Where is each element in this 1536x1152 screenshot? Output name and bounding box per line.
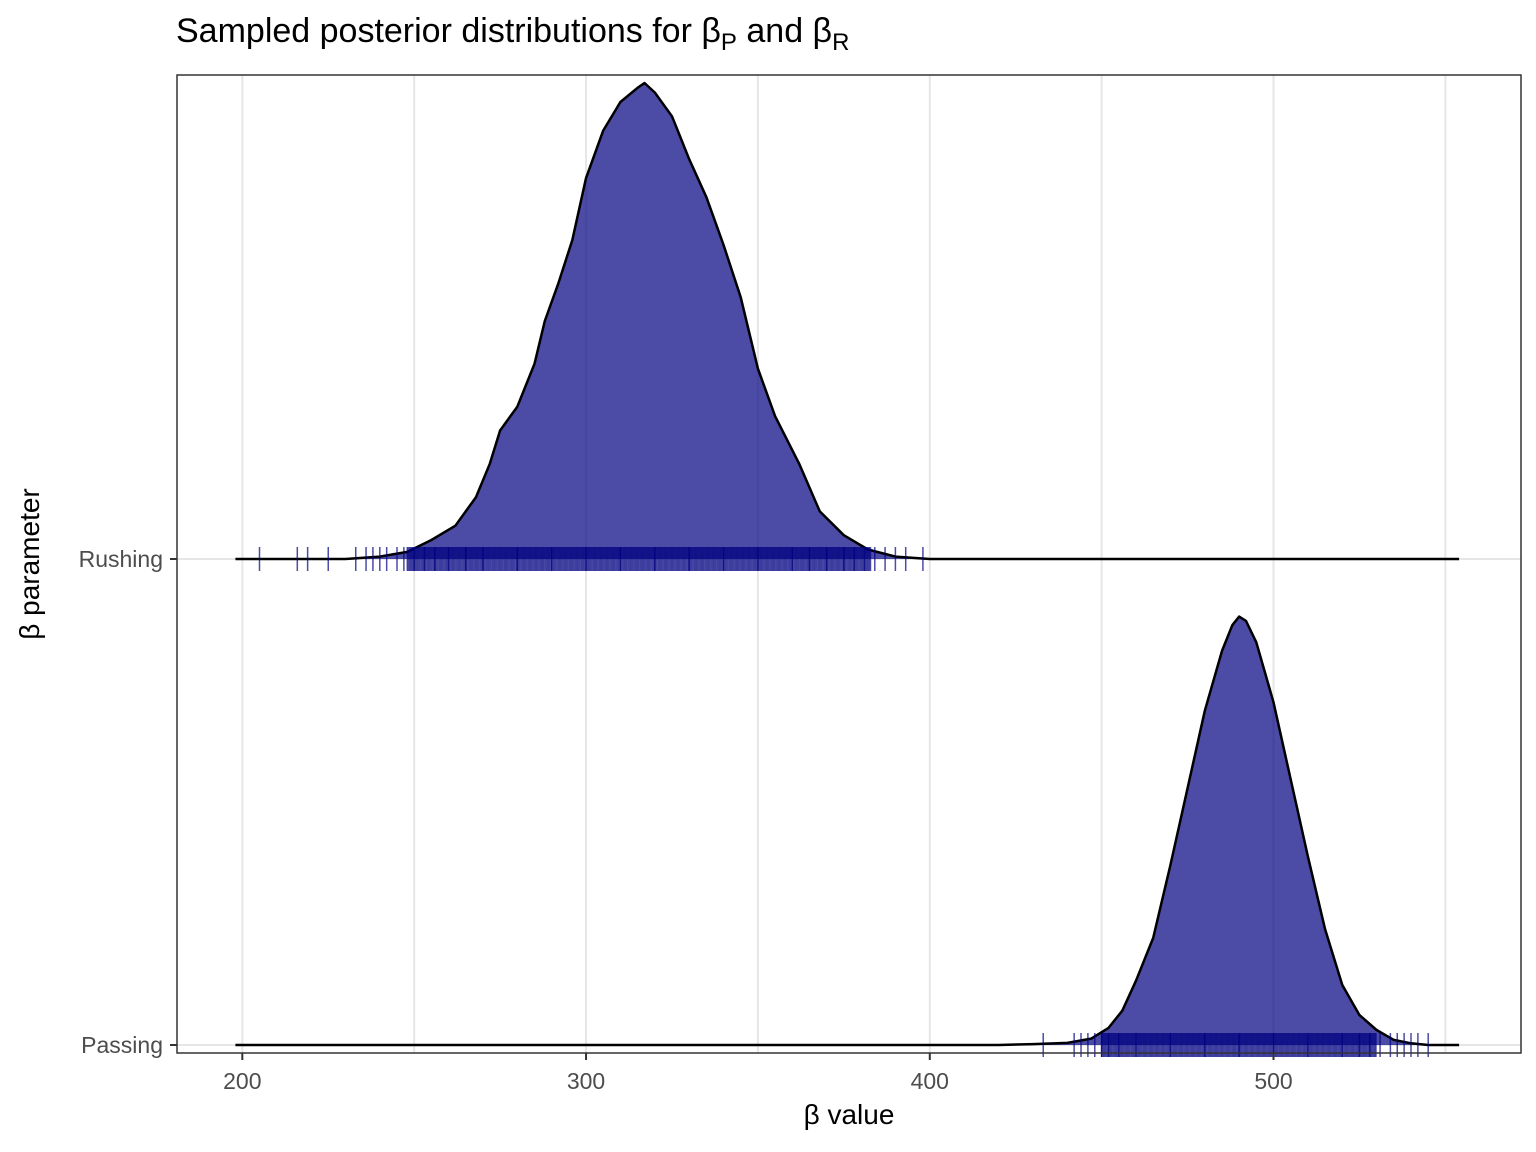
density-outline-passing <box>235 615 1460 1047</box>
x-tick-label: 300 <box>567 1068 605 1094</box>
x-tick-label: 200 <box>223 1068 261 1094</box>
plot-panel-border <box>176 74 1522 1054</box>
y-tick-label: Passing <box>81 1032 163 1058</box>
x-axis-title: β value <box>804 1099 895 1130</box>
x-tick-label: 400 <box>911 1068 949 1094</box>
density-outline-rushing <box>235 81 1460 561</box>
density-area-passing <box>235 616 1460 1045</box>
axis-layer: 200 300 400 500 Rushing Passing <box>79 546 1293 1094</box>
chart-title: Sampled posterior distributions for βP a… <box>176 12 849 56</box>
ridge-layer <box>235 81 1460 1047</box>
x-tick-label: 500 <box>1254 1068 1292 1094</box>
y-axis-title: β parameter <box>14 488 45 640</box>
rug-layer <box>258 547 1429 1057</box>
y-tick-label: Rushing <box>79 546 163 572</box>
density-area-rushing <box>235 83 1460 559</box>
